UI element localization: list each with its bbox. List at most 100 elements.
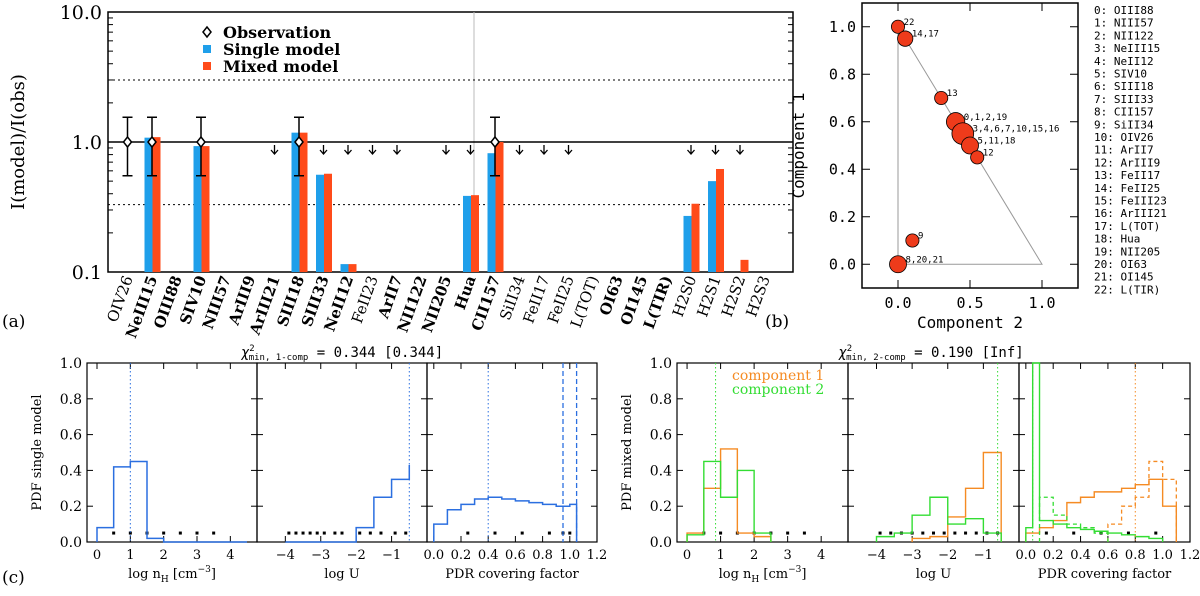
x-tick-label-b: 1.0: [1028, 294, 1055, 312]
hist-mixed-subpanel-1-grid-dot: [932, 531, 935, 535]
panel-label-c: (c): [2, 568, 25, 588]
upper-limit-arrow-FeII17: [540, 145, 548, 155]
index-legend-entry: 13: FeII17: [1094, 169, 1160, 182]
hist-single-subpanel-0-grid-dot: [128, 531, 132, 535]
hist-single-subpanel-1-x-axis-label: log U: [324, 567, 359, 582]
index-legend-entry: 15: FeIII23: [1094, 195, 1167, 208]
hist-mixed-subpanel-1-grid-dot: [889, 531, 893, 535]
bar-mixed-Hua: [471, 195, 479, 272]
x-tick-label-b: 0.0: [884, 294, 911, 312]
observation-marker-SIV10: [196, 135, 206, 149]
index-legend-entry: 3: NeIII15: [1094, 42, 1160, 55]
bar-single-SIV10: [193, 146, 202, 272]
bar-single-Hua: [463, 195, 471, 272]
point-label-13: 13: [947, 89, 958, 99]
hist-single-subpanel-1-grid-dot: [315, 531, 319, 535]
hist-single-subpanel-2-x-axis-label: PDR covering factor: [445, 567, 579, 582]
hist-single-subpanel-2-x-tick-label: 0.6: [505, 548, 526, 563]
hist-single-subpanel-1-grid-dot: [287, 531, 291, 535]
x-axis-label-b: Component 2: [917, 313, 1023, 332]
hist-mixed-subpanel-2-x-tick-label: 1.0: [1152, 548, 1173, 563]
hist-mixed-subpanel-2-histogram-component-1: [1025, 478, 1178, 542]
hist-mixed-subpanel-2-frame: [1018, 362, 1191, 543]
hist-mixed-title: χ2 min, 2-comp = 0.190 [Inf]: [838, 344, 1023, 363]
y-tick-label-b: 0.8: [829, 65, 856, 83]
bar-single-NeII12: [340, 264, 349, 272]
hist-single-subpanel-2-grid-dot: [466, 531, 470, 535]
point-label-0,1,2,19: 0,1,2,19: [964, 113, 1007, 123]
hist-mixed-subpanel-0-x-tick-label: 4: [817, 548, 825, 563]
y-tick-label-b: 0.2: [829, 208, 856, 226]
hist-single-subpanel-1-grid-dot: [368, 531, 372, 535]
point-14,17: [897, 30, 914, 47]
index-legend-entry: 4: NeII12: [1094, 55, 1154, 68]
hist-single-title: χ2 min, 1-comp = 0.344 [0.344]: [241, 344, 443, 363]
hist-single-subpanel-2-grid-dot: [547, 531, 551, 535]
hist-mixed-subpanel-2-x-axis-label: PDR covering factor: [1038, 567, 1172, 582]
hist-single-subpanel-1-grid-dot: [393, 531, 397, 535]
hist-mixed-subpanel-1-grid-dot: [921, 531, 925, 535]
hist-single-subpanel-1-grid-dot: [358, 531, 362, 535]
hist-single-y-tick-label: 0.4: [60, 463, 82, 479]
hist-mixed-y-tick-label: 0.0: [650, 535, 672, 551]
index-legend-entry: 6: SIII18: [1094, 80, 1154, 93]
index-legend-entry: 14: FeII25: [1094, 182, 1160, 195]
hist-single-subpanel-1-grid-dot: [294, 531, 298, 535]
hist-mixed-subpanel-0-grid-dot: [802, 531, 806, 535]
legend-single-swatch: [203, 45, 211, 53]
hist-mixed-subpanel-2-x-tick-label: 0.2: [1043, 548, 1064, 563]
hist-mixed-legend-component-1: component 1: [732, 368, 824, 384]
index-legend-entry: 1: NIII57: [1094, 17, 1154, 30]
hist-single-subpanel-2-grid-dot: [493, 531, 497, 535]
hist-single-y-tick-label: 1.0: [60, 356, 82, 372]
upper-limit-arrow-SiII34: [515, 145, 524, 155]
point-label-3,4,6,7,10,15,16: 3,4,6,7,10,15,16: [973, 125, 1060, 135]
upper-limit-arrow-H2S1: [711, 145, 720, 155]
hist-mixed-y-axis-label: PDF mixed model: [620, 394, 635, 511]
bar-mixed-H2S1: [716, 168, 724, 272]
hist-single-subpanel-2-x-tick-label: 0.8: [532, 548, 553, 563]
bar-mixed-H2S0: [691, 203, 700, 272]
hist-mixed-subpanel-1-grid-dot: [964, 531, 968, 535]
index-legend-entry: 7: SIII33: [1094, 93, 1154, 106]
panel-label-b: (b): [765, 312, 790, 332]
index-legend-entry: 9: SiII34: [1094, 118, 1154, 131]
hist-mixed-subpanel-1-x-tick-label: −4: [867, 548, 886, 563]
hist-single-subpanel-2-x-tick-label: 0.4: [478, 548, 499, 563]
hist-mixed-subpanel-1-grid-dot: [942, 531, 946, 535]
hist-single-subpanel-0-grid-dot: [195, 531, 199, 535]
hist-mixed-subpanel-1-x-axis-label: log U: [916, 567, 951, 582]
hist-mixed-subpanel-0-x-tick-label: 2: [750, 548, 758, 563]
y-tick-label-a: 0.1: [72, 262, 102, 284]
hist-single-y-tick-label: 0.6: [60, 428, 82, 444]
hist-single-subpanel-2-grid-dot: [568, 531, 572, 535]
hist-single-subpanel-1-grid-dot: [404, 531, 408, 535]
x-tick-label-b: 0.5: [956, 294, 983, 312]
y-tick-label-b: 0.0: [829, 255, 856, 273]
y-tick-label-b: 1.0: [829, 18, 856, 36]
hist-mixed-subpanel-2-grid-dot: [1154, 531, 1158, 535]
hist-mixed-subpanel-2-grid-dot: [1126, 531, 1130, 535]
hist-single-subpanel-1-grid-dot: [340, 531, 344, 535]
hist-single-subpanel-2-x-tick-label: 0.2: [451, 548, 472, 563]
y-tick-label-b: 0.4: [829, 160, 856, 178]
hist-mixed-subpanel-2-x-tick-label: 0.6: [1098, 548, 1119, 563]
index-legend-entry: 0: OIII88: [1094, 4, 1154, 17]
hist-mixed-subpanel-1-x-tick-label: −1: [974, 548, 993, 563]
hist-mixed-subpanel-1-grid-dot: [878, 531, 882, 535]
point-label-14,17: 14,17: [912, 30, 939, 40]
observation-marker-CII157: [490, 135, 500, 149]
hist-single-y-tick-label: 0.0: [60, 535, 82, 551]
hist-single-subpanel-2-x-tick-label: 0.0: [423, 548, 444, 563]
point-22: [891, 19, 906, 34]
hist-mixed-subpanel-0-x-tick-label: 3: [784, 548, 792, 563]
point-5,11,18: [961, 136, 979, 155]
index-legend-entry: 20: OI63: [1094, 258, 1147, 271]
hist-mixed-subpanel-0-x-axis-label: log nH [cm−3]: [719, 565, 807, 585]
point-label-22: 22: [904, 18, 915, 28]
index-legend-entry: 2: NII122: [1094, 29, 1154, 42]
hist-single-subpanel-0-grid-dot: [112, 531, 116, 535]
hist-mixed-y-tick-label: 1.0: [650, 356, 672, 372]
point-label-5,11,18: 5,11,18: [978, 137, 1016, 147]
